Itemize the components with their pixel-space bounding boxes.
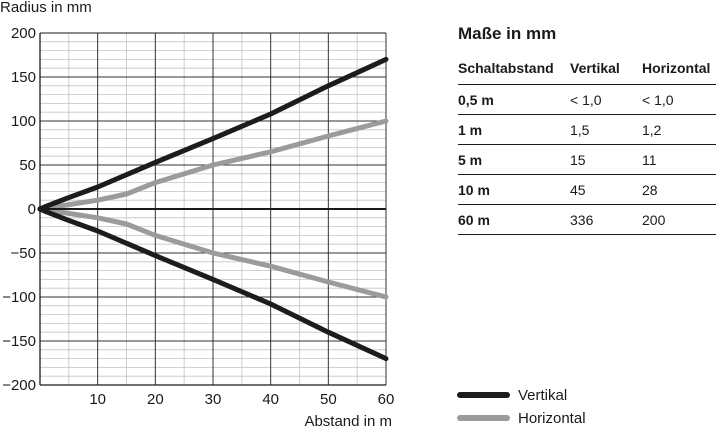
cell-vertikal: 45 — [570, 174, 642, 205]
legend: Vertikal Horizontal — [457, 387, 586, 427]
y-tick-label: −200 — [2, 377, 36, 394]
series-line-horizontal — [37, 118, 389, 212]
cell-schaltabstand: 60 m — [458, 204, 570, 235]
y-axis-title: Radius in mm — [0, 0, 92, 16]
tick-labels: 200 150 100 50 0 −50 −100 −150 −200 10 20 30 40 50 60 — [2, 25, 394, 408]
axes — [39, 32, 386, 386]
header-horizontal: Horizontal — [642, 54, 716, 85]
table-row: 0,5 m < 1,0 < 1,0 — [458, 84, 716, 115]
y-tick-label: −150 — [2, 333, 36, 350]
cell-horizontal: 1,2 — [642, 114, 716, 145]
table-title: Maße in mm — [458, 24, 557, 43]
x-tick-label: 50 — [320, 391, 337, 408]
cell-vertikal: 15 — [570, 144, 642, 175]
header-schaltabstand: Schaltabstand — [458, 54, 570, 85]
y-tick-label: −50 — [11, 245, 36, 262]
series-line-vertikal — [37, 56, 389, 212]
cell-vertikal: 336 — [570, 204, 642, 235]
cell-schaltabstand: 0,5 m — [458, 84, 570, 115]
header-vertikal: Vertikal — [570, 54, 642, 85]
cell-horizontal: < 1,0 — [642, 84, 716, 115]
table-row: 60 m 336 200 — [458, 204, 716, 235]
cell-horizontal: 200 — [642, 204, 716, 235]
table-row: 10 m 45 28 — [458, 174, 716, 205]
cell-vertikal: < 1,0 — [570, 84, 642, 115]
dimensions-table-block: Maße in mm Schaltabstand Vertikal Horizo… — [458, 24, 716, 235]
x-tick-label: 40 — [262, 391, 279, 408]
x-axis-title: Abstand in m — [304, 413, 392, 430]
x-tick-label: 60 — [378, 391, 395, 408]
cell-schaltabstand: 1 m — [458, 114, 570, 145]
table-header-row: Schaltabstand Vertikal Horizontal — [458, 54, 716, 85]
cell-schaltabstand: 5 m — [458, 144, 570, 175]
y-tick-label: 150 — [11, 69, 36, 86]
series-line-vertikal — [37, 206, 389, 362]
x-tick-label: 10 — [89, 391, 106, 408]
series-line-horizontal — [37, 206, 389, 300]
y-tick-label: 200 — [11, 25, 36, 42]
series-lines — [37, 56, 389, 362]
y-tick-label: −100 — [2, 289, 36, 306]
x-tick-label: 20 — [147, 391, 164, 408]
cell-schaltabstand: 10 m — [458, 174, 570, 205]
cell-horizontal: 28 — [642, 174, 716, 205]
dimensions-table: Schaltabstand Vertikal Horizontal 0,5 m … — [458, 54, 716, 235]
legend-label-horizontal: Horizontal — [518, 410, 586, 427]
y-tick-label: 0 — [28, 201, 36, 218]
cell-horizontal: 11 — [642, 144, 716, 175]
legend-label-vertikal: Vertikal — [518, 387, 567, 404]
y-tick-label: 100 — [11, 113, 36, 130]
y-tick-label: 50 — [19, 157, 36, 174]
table-row: 1 m 1,5 1,2 — [458, 114, 716, 145]
cell-vertikal: 1,5 — [570, 114, 642, 145]
x-tick-label: 30 — [205, 391, 222, 408]
table-row: 5 m 15 11 — [458, 144, 716, 175]
